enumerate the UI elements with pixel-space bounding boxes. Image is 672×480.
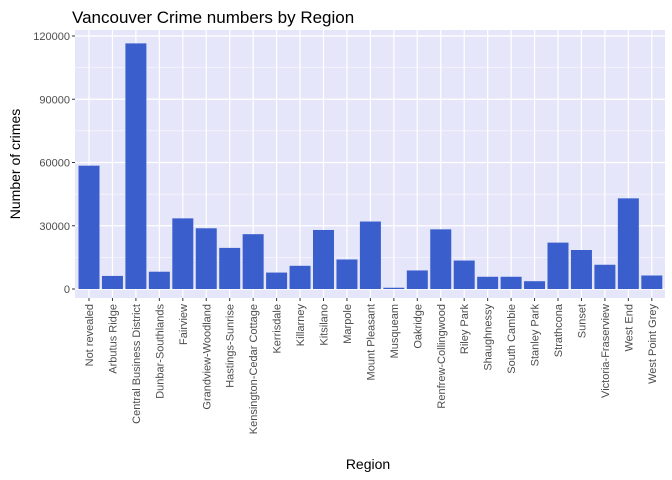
x-tick-label: Sunset — [576, 304, 588, 338]
x-tick-label: Arbutus Ridge — [107, 304, 119, 374]
bar — [266, 272, 288, 289]
bar — [547, 242, 569, 289]
x-tick-label: Hastings-Sunrise — [225, 304, 237, 388]
bar — [172, 218, 194, 289]
x-tick-label: Marpole — [342, 304, 354, 344]
y-axis-title: Number of crimes — [7, 109, 23, 219]
bar — [617, 198, 639, 289]
bar — [336, 259, 358, 289]
bar — [406, 270, 428, 289]
bar — [430, 229, 452, 289]
bar — [594, 264, 616, 289]
x-tick-label: West Point Grey — [647, 304, 659, 384]
x-tick-label: Musqueam — [389, 304, 401, 358]
bar — [101, 275, 123, 289]
y-tick-label: 60000 — [39, 158, 70, 170]
y-tick-label: 0 — [64, 284, 70, 296]
y-axis: 0 30000 60000 90000 120000 — [33, 31, 75, 296]
x-tick-label: Kerrisdale — [272, 304, 284, 354]
y-tick-label: 90000 — [39, 94, 70, 106]
x-tick-label: Killarney — [295, 304, 307, 347]
bar — [148, 271, 170, 289]
x-tick-label: Shaughnessy — [483, 304, 495, 371]
bar — [289, 265, 311, 289]
bar — [195, 228, 217, 289]
x-axis-title: Region — [346, 456, 390, 472]
x-tick-label: Grandview-Woodland — [201, 304, 213, 410]
bar — [219, 247, 241, 289]
x-tick-label: West End — [623, 304, 635, 352]
x-tick-label: Mount Pleasant — [365, 304, 377, 380]
x-tick-label: Renfrew-Collingwood — [436, 304, 448, 409]
bar — [383, 287, 405, 289]
x-tick-label: Oakridge — [412, 304, 424, 349]
bars — [78, 43, 663, 289]
chart-title: Vancouver Crime numbers by Region — [72, 8, 354, 27]
bar — [78, 165, 100, 289]
bar — [641, 275, 663, 289]
x-tick-label: Kensington-Cedar Cottage — [248, 304, 260, 434]
x-tick-label: Dunbar-Southlands — [154, 304, 166, 399]
bar — [524, 281, 546, 289]
x-tick-label: Victoria-Fraserview — [600, 304, 612, 398]
bar — [570, 249, 592, 289]
x-axis: Not revealed Arbutus Ridge Central Busines… — [84, 298, 659, 434]
x-tick-label: Kitsilano — [319, 304, 331, 346]
bar — [477, 276, 499, 289]
bar — [313, 229, 334, 289]
x-tick-label: Riley Park — [459, 304, 471, 355]
bar — [500, 276, 522, 289]
y-tick-label: 120000 — [33, 31, 70, 43]
x-tick-label: Strathcona — [553, 303, 565, 357]
y-tick-label: 30000 — [39, 221, 70, 233]
bar — [453, 260, 475, 289]
x-tick-label: South Cambie — [506, 304, 518, 374]
x-tick-label: Fairview — [178, 304, 190, 345]
x-tick-label: Not revealed — [84, 304, 96, 366]
bar — [125, 43, 147, 289]
bar — [359, 221, 381, 289]
x-tick-label: Central Business District — [131, 304, 143, 424]
x-tick-label: Stanley Park — [530, 304, 542, 367]
bar — [242, 234, 264, 289]
